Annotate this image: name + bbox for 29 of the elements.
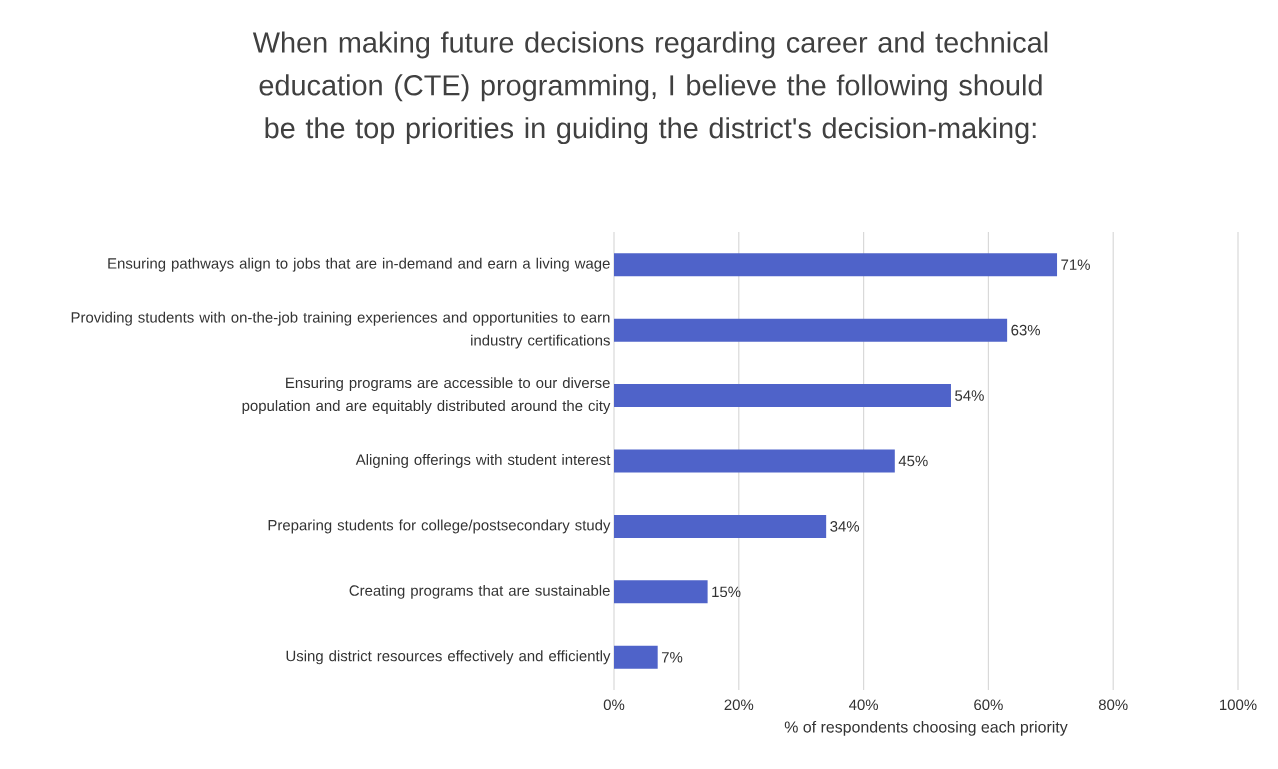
bar <box>614 645 658 669</box>
bar <box>614 514 827 538</box>
x-tick-label: 80% <box>1098 699 1128 711</box>
y-tick-label: Providing students with on-the-job training experiences and opportunities to earn industry certifications <box>71 311 610 349</box>
x-axis-title: % of respondents choosing each priority <box>784 720 1068 736</box>
bar <box>614 384 951 408</box>
y-tick-label: Using district resources effectively and efficiently <box>286 650 611 665</box>
chart-title: When making future decisions regarding career and technical education (CTE) programming, I believe the following should be the top priorities in guiding the district's decision-making: <box>252 31 1048 145</box>
y-tick-label: Ensuring pathways align to jobs that are in-demand and earn a living wage <box>108 257 610 272</box>
data-label: 7% <box>661 652 683 663</box>
data-label: 34% <box>830 521 860 532</box>
x-tick-label: 100% <box>1220 699 1257 711</box>
bar <box>614 580 708 604</box>
data-label: 54% <box>955 390 984 401</box>
x-tick-label: 20% <box>724 699 754 711</box>
x-tick-label: 0% <box>603 699 625 711</box>
y-tick-label: Preparing students for college/postsecondary study <box>268 519 611 534</box>
data-label: 15% <box>712 586 741 598</box>
data-label: 63% <box>1011 324 1041 336</box>
data-label: 71% <box>1061 259 1090 270</box>
x-tick-label: 40% <box>849 699 879 711</box>
bar <box>614 318 1008 342</box>
bar <box>614 449 895 473</box>
y-tick-label: Aligning offerings with student interest <box>355 454 611 468</box>
y-tick-label: Creating programs that are sustainable <box>349 584 610 599</box>
data-label: 45% <box>898 455 928 467</box>
bar <box>614 253 1058 277</box>
y-tick-label: Ensuring programs are accessible to our diverse population and are equitably distributed around the city <box>242 377 611 414</box>
x-tick-label: 60% <box>974 699 1003 711</box>
